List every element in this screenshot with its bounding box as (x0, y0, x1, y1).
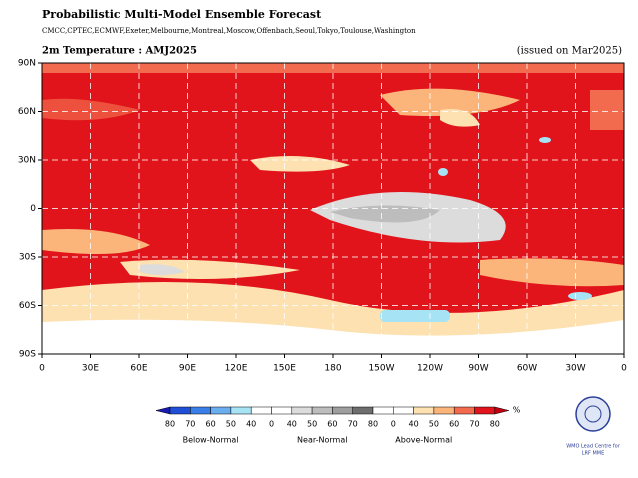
colorbar-swatch (190, 406, 211, 415)
colorbar-group: Below-Normal (183, 436, 239, 445)
lon-label: 120W (417, 364, 443, 374)
lon-label: 0 (39, 364, 45, 374)
colorbar-label: 70 (185, 420, 195, 429)
lat-label: 90N (18, 59, 36, 69)
lon-label: 0 (621, 364, 627, 374)
colorbar-swatch (393, 406, 414, 415)
lon-label: 30E (82, 364, 99, 374)
region (440, 109, 480, 127)
colorbar-swatch (271, 406, 293, 415)
colorbar-unit: % (513, 406, 521, 415)
lon-label: 30W (565, 364, 585, 374)
colorbar-swatch (210, 406, 232, 415)
logo-text: LRF MME (582, 451, 605, 457)
lon-label: 90E (179, 364, 196, 374)
colorbar-group: Above-Normal (395, 436, 452, 445)
region (590, 90, 624, 130)
colorbar-arrow (155, 406, 171, 415)
lon-label: 150E (273, 364, 296, 374)
lat-label: 0 (30, 204, 36, 214)
colorbar-label: 60 (327, 420, 337, 429)
logo-emblem (575, 396, 611, 432)
colorbar-arrow (494, 406, 509, 415)
lon-label: 150W (368, 364, 394, 374)
lon-label: 60E (130, 364, 147, 374)
colorbar-label: 40 (246, 420, 256, 429)
colorbar-label: 40 (409, 420, 419, 429)
lon-label: 180 (324, 364, 341, 374)
region (330, 205, 440, 223)
colorbar-group: Near-Normal (297, 436, 347, 445)
colorbar-label: 60 (449, 420, 459, 429)
logo-globe (584, 405, 602, 423)
region (568, 292, 592, 300)
lat-label: 90S (19, 350, 36, 360)
region (140, 264, 185, 275)
logo-text: WMO Lead Centre for (566, 444, 621, 450)
map (41, 62, 625, 355)
colorbar-label: 50 (307, 420, 317, 429)
colorbar-label: 0 (391, 420, 396, 429)
colorbar: 80 70 60 50 40 0 40 50 60 70 80 0 40 50 60 70 80% Below-N… (155, 406, 521, 445)
region (480, 258, 624, 287)
colorbar-swatch (413, 406, 435, 415)
colorbar-swatch (291, 406, 313, 415)
colorbar-label: 40 (287, 420, 297, 429)
logo: WMO Lead Centre for LRF MME (566, 396, 621, 457)
region (438, 168, 448, 176)
colorbar-label: 80 (490, 420, 500, 429)
colorbar-swatch (230, 406, 252, 415)
colorbar-label: 80 (165, 420, 175, 429)
region (42, 229, 150, 254)
colorbar-swatch (332, 406, 353, 415)
colorbar-swatch (352, 406, 374, 415)
colorbar-label: 80 (368, 420, 378, 429)
lat-label: 30N (18, 156, 36, 166)
panel-title: 2m Temperature : AMJ2025 (42, 46, 197, 57)
region (539, 137, 551, 143)
lon-label: 60W (517, 364, 537, 374)
lat-label: 60S (19, 301, 36, 311)
colorbar-swatch (433, 406, 455, 415)
lon-label: 120E (225, 364, 248, 374)
colorbar-swatch (474, 406, 496, 415)
colorbar-swatch (169, 406, 191, 415)
colorbar-label: 70 (348, 420, 358, 429)
colorbar-swatch (453, 406, 475, 415)
colorbar-label: 50 (226, 420, 236, 429)
lat-label: 30S (19, 253, 36, 263)
colorbar-swatch (372, 406, 394, 415)
lon-label: 90W (468, 364, 488, 374)
colorbar-label: 70 (469, 420, 479, 429)
region (42, 98, 140, 121)
region (380, 88, 520, 116)
colorbar-swatch (311, 406, 333, 415)
colorbar-label: 0 (269, 420, 274, 429)
title: Probabilistic Multi-Model Ensemble Forec… (42, 8, 322, 21)
region (380, 310, 450, 322)
colorbar-label: 60 (206, 420, 216, 429)
colorbar-swatch (250, 406, 272, 415)
issued: (issued on Mar2025) (517, 46, 622, 57)
lat-label: 60N (18, 107, 36, 117)
colorbar-label: 50 (429, 420, 439, 429)
subtitle: CMCC,CPTEC,ECMWF,Exeter,Melbourne,Montre… (42, 27, 416, 35)
